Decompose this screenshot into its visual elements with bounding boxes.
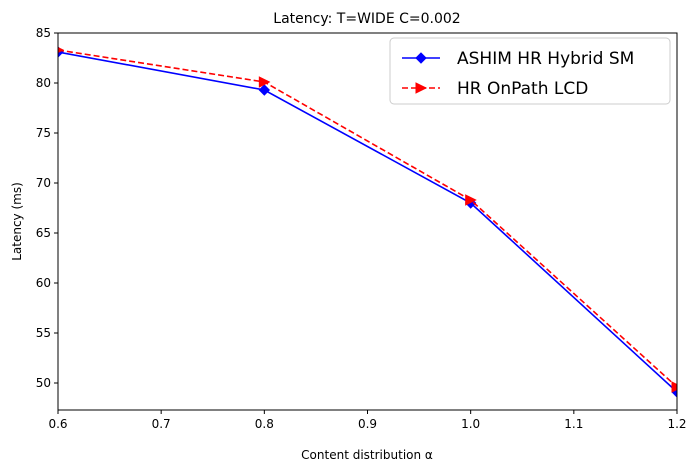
y-tick-label: 60 (36, 276, 51, 290)
x-tick-label: 1.0 (461, 417, 480, 431)
x-tick-label: 1.1 (564, 417, 583, 431)
series-line-1 (58, 51, 677, 393)
x-axis-ticks: 0.6 0.7 0.8 0.9 1.0 1.1 1.2 (48, 410, 687, 431)
y-tick-label: 65 (36, 226, 51, 240)
series-1-point (258, 84, 271, 96)
y-axis-label: Latency (ms) (10, 182, 24, 261)
series-line-2 (58, 49, 677, 388)
legend-marker-1 (415, 52, 427, 64)
series-2-point (58, 46, 65, 54)
legend-box (389, 37, 671, 105)
series-group (58, 46, 677, 398)
x-tick-label: 0.6 (48, 417, 67, 431)
y-tick-label: 70 (36, 176, 51, 190)
legend: ASHIM HR Hybrid SM HR OnPath LCD (389, 37, 671, 105)
x-tick-label: 0.8 (255, 417, 274, 431)
y-axis-ticks: 50 55 60 65 70 75 80 85 (36, 26, 58, 390)
chart-title: Latency: T=WIDE C=0.002 (273, 11, 460, 27)
y-tick-label: 55 (36, 326, 51, 340)
series-layer (58, 46, 677, 398)
series-2-point (258, 76, 271, 88)
series-2-point (465, 194, 477, 206)
series-2-point (671, 381, 677, 393)
x-tick-label: 0.7 (152, 417, 171, 431)
x-tick-label: 0.9 (358, 417, 377, 431)
x-axis-label: Content distribution α (301, 448, 433, 462)
x-tick-label: 1.2 (667, 417, 686, 431)
legend-marker-2 (415, 82, 428, 94)
legend-label-2: HR OnPath LCD (457, 79, 588, 99)
y-tick-label: 75 (36, 126, 51, 140)
y-tick-label: 50 (36, 376, 51, 390)
y-tick-label: 85 (36, 26, 51, 40)
y-tick-label: 80 (36, 76, 51, 90)
legend-label-1: ASHIM HR Hybrid SM (457, 49, 634, 69)
plot-frame (57, 32, 678, 411)
